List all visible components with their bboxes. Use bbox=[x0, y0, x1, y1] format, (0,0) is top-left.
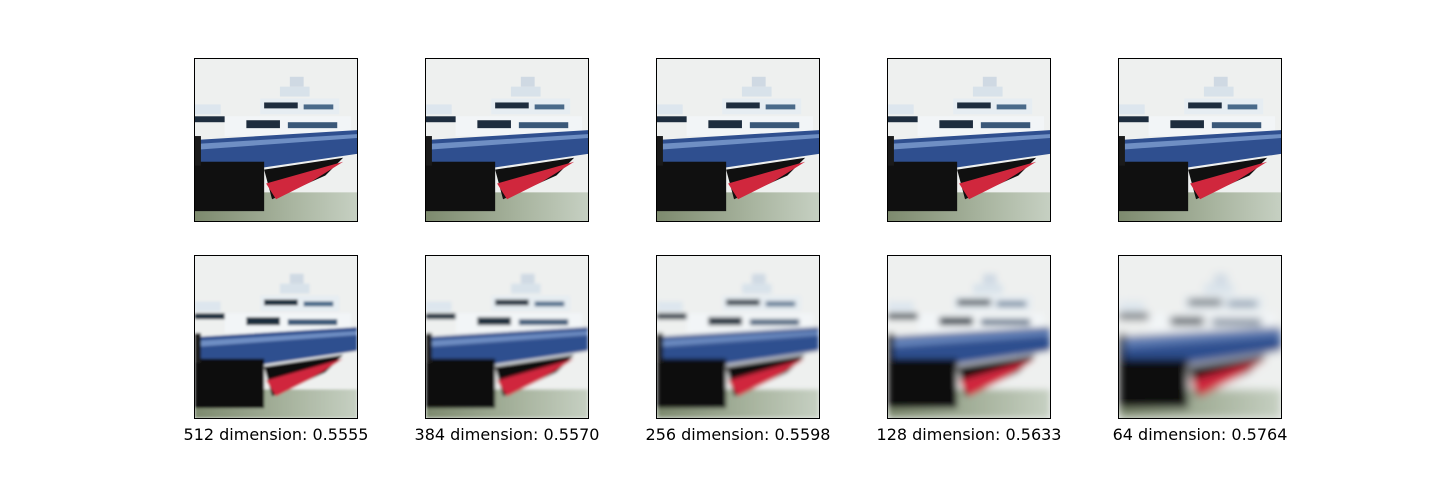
image-panel-original-512 bbox=[194, 58, 358, 222]
image-panel-reconstruction-512 bbox=[194, 255, 358, 419]
image-panel-original-256 bbox=[656, 58, 820, 222]
ship-image bbox=[1119, 256, 1281, 418]
caption-256-dimension: 256 dimension: 0.5598 bbox=[618, 425, 858, 444]
ship-image bbox=[657, 256, 819, 418]
ship-image bbox=[426, 59, 588, 221]
caption-128-dimension: 128 dimension: 0.5633 bbox=[849, 425, 1089, 444]
image-panel-reconstruction-384 bbox=[425, 255, 589, 419]
ship-image bbox=[1119, 59, 1281, 221]
ship-image bbox=[426, 256, 588, 418]
ship-image bbox=[195, 59, 357, 221]
image-panel-reconstruction-64 bbox=[1118, 255, 1282, 419]
ship-image bbox=[888, 59, 1050, 221]
ship-image bbox=[657, 59, 819, 221]
ship-image bbox=[195, 256, 357, 418]
image-panel-original-128 bbox=[887, 58, 1051, 222]
image-panel-reconstruction-128 bbox=[887, 255, 1051, 419]
image-panel-original-384 bbox=[425, 58, 589, 222]
caption-64-dimension: 64 dimension: 0.5764 bbox=[1080, 425, 1320, 444]
image-panel-original-64 bbox=[1118, 58, 1282, 222]
image-panel-reconstruction-256 bbox=[656, 255, 820, 419]
ship-image bbox=[888, 256, 1050, 418]
caption-512-dimension: 512 dimension: 0.5555 bbox=[156, 425, 396, 444]
caption-384-dimension: 384 dimension: 0.5570 bbox=[387, 425, 627, 444]
